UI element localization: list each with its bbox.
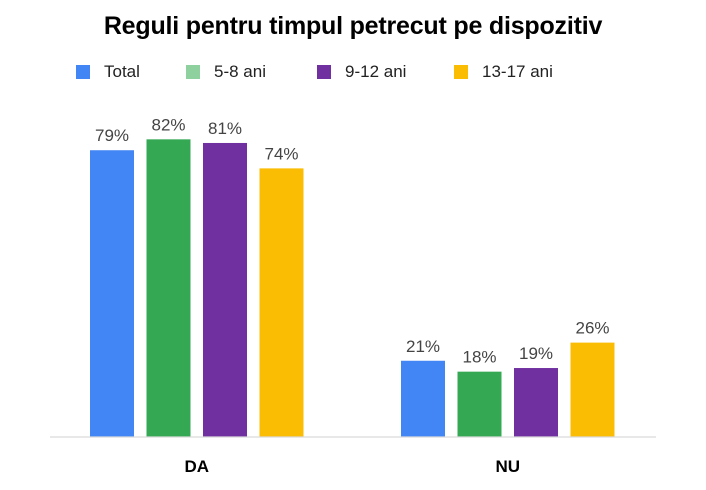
data-label-nu-9-12-ani: 19%	[519, 344, 553, 363]
legend-swatch-13-17-ani	[454, 65, 468, 79]
legend-label-total: Total	[104, 62, 140, 81]
legend-item-9-12-ani: 9-12 ani	[317, 60, 406, 84]
category-label-da: DA	[184, 457, 209, 476]
legend-swatch-total	[76, 65, 90, 79]
legend-label-13-17-ani: 13-17 ani	[482, 62, 553, 81]
bar-da-5-8-ani	[146, 139, 191, 437]
legend-item-total: Total	[76, 60, 140, 84]
data-label-da-total: 79%	[95, 126, 129, 145]
chart-title: Reguli pentru timpul petrecut pe dispozi…	[103, 12, 603, 40]
data-label-da-5-8-ani: 82%	[151, 115, 185, 134]
legend-label-9-12-ani: 9-12 ani	[345, 62, 407, 81]
data-label-nu-total: 21%	[406, 337, 440, 356]
data-label-da-13-17-ani: 74%	[264, 144, 298, 163]
legend-item-13-17-ani: 13-17 ani	[454, 60, 553, 84]
legend-swatch-5-8-ani	[186, 65, 200, 79]
bar-da-total	[90, 150, 134, 438]
legend-item-5-8-ani: 5-8 ani	[186, 60, 266, 84]
data-label-nu-13-17-ani: 26%	[575, 319, 609, 338]
bar-nu-13-17-ani	[570, 342, 615, 437]
bar-nu-5-8-ani	[457, 371, 502, 437]
data-label-da-9-12-ani: 81%	[208, 119, 242, 138]
bar-nu-total	[401, 360, 445, 437]
bar-da-13-17-ani	[259, 168, 304, 437]
data-label-nu-5-8-ani: 18%	[462, 348, 496, 367]
legend-label-5-8-ani: 5-8 ani	[214, 62, 266, 81]
bar-da-9-12-ani	[203, 142, 247, 437]
bar-nu-9-12-ani	[514, 368, 558, 437]
legend: Total 5-8 ani 9-12 ani 13-17 ani	[0, 60, 706, 84]
legend-swatch-9-12-ani	[317, 65, 331, 79]
category-label-nu: NU	[495, 457, 520, 476]
